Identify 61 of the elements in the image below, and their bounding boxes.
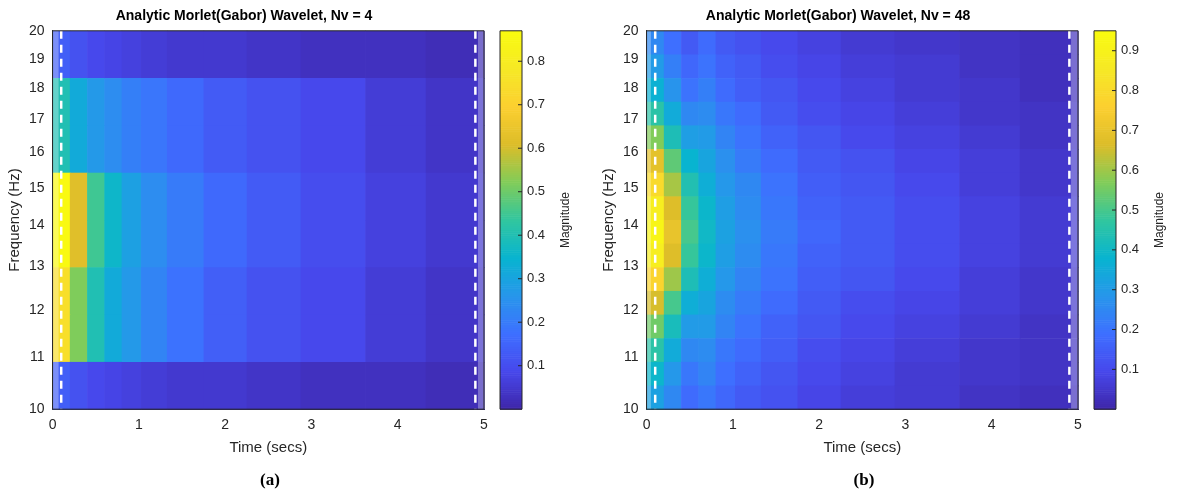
x-axis-title: Time (secs) <box>823 438 902 456</box>
y-tick-label: 14 <box>622 216 639 233</box>
color-bar-label: 0.8 <box>1121 82 1140 98</box>
color-bar-label: 0.8 <box>527 52 546 68</box>
y-tick-label: 17 <box>622 110 639 127</box>
color-bar-label: 0.3 <box>527 270 546 286</box>
y-tick-label: 13 <box>622 256 639 273</box>
y-tick-label: 20 <box>622 21 639 38</box>
y-tick-label: 10 <box>622 400 639 417</box>
x-tick-label: 3 <box>901 416 910 433</box>
x-tick-label: 5 <box>1074 416 1083 433</box>
color-bar-label: 0.4 <box>1121 241 1140 257</box>
color-bar-label: 0.6 <box>527 139 546 155</box>
x-axis-title: Time (secs) <box>229 438 308 456</box>
y-tick-label: 17 <box>28 110 45 127</box>
x-tick-label: 0 <box>642 416 651 433</box>
color-bar-label: 0.7 <box>527 96 546 112</box>
color-bar-label: 0.1 <box>527 357 546 373</box>
y-tick-label: 16 <box>28 143 45 160</box>
x-tick-label: 4 <box>987 416 996 433</box>
color-bar-label: 0.4 <box>527 226 546 242</box>
y-tick-label: 20 <box>28 21 45 38</box>
x-tick-label: 1 <box>728 416 737 433</box>
y-tick-label: 11 <box>30 348 45 365</box>
x-tick-label: 3 <box>307 416 316 433</box>
x-tick-label: 5 <box>480 416 489 433</box>
x-tick-label: 1 <box>134 416 143 433</box>
y-tick-label: 18 <box>622 79 639 96</box>
y-tick-label: 16 <box>622 143 639 160</box>
y-axis-title: Frequency (Hz) <box>5 168 23 272</box>
color-bar-title: Magnitude <box>558 191 573 249</box>
x-tick-label: 0 <box>48 416 57 433</box>
y-tick-label: 12 <box>622 300 639 317</box>
y-tick-label: 19 <box>28 49 45 66</box>
color-bar-label: 0.5 <box>1121 201 1140 217</box>
color-bar-label: 0.5 <box>527 183 546 199</box>
y-tick-label: 11 <box>624 348 639 365</box>
text: (b) <box>852 470 876 490</box>
x-tick-label: 2 <box>221 416 230 433</box>
color-bar-label: 0.3 <box>1121 281 1140 297</box>
y-axis-title: Frequency (Hz) <box>599 168 617 272</box>
y-tick-label: 18 <box>28 79 45 96</box>
y-tick-label: 10 <box>28 400 45 417</box>
color-bar-title: Magnitude <box>1152 191 1167 249</box>
color-bar-label: 0.2 <box>1121 321 1140 337</box>
color-bar-label: 0.1 <box>1121 360 1140 376</box>
x-tick-label: 4 <box>393 416 402 433</box>
y-tick-label: 14 <box>28 216 45 233</box>
chart-title: Analytic Morlet(Gabor) Wavelet, Nv = 4 <box>115 7 373 24</box>
y-tick-label: 13 <box>28 256 45 273</box>
x-tick-label: 2 <box>815 416 824 433</box>
text: (a) <box>259 470 281 490</box>
color-bar-label: 0.2 <box>527 313 546 329</box>
color-bar-label: 0.7 <box>1121 121 1140 137</box>
y-tick-label: 15 <box>622 178 639 195</box>
y-tick-label: 12 <box>28 300 45 317</box>
color-bar-label: 0.9 <box>1121 42 1140 58</box>
y-tick-label: 15 <box>28 178 45 195</box>
chart-title: Analytic Morlet(Gabor) Wavelet, Nv = 48 <box>705 7 971 24</box>
color-bar-label: 0.6 <box>1121 161 1140 177</box>
y-tick-label: 19 <box>622 49 639 66</box>
